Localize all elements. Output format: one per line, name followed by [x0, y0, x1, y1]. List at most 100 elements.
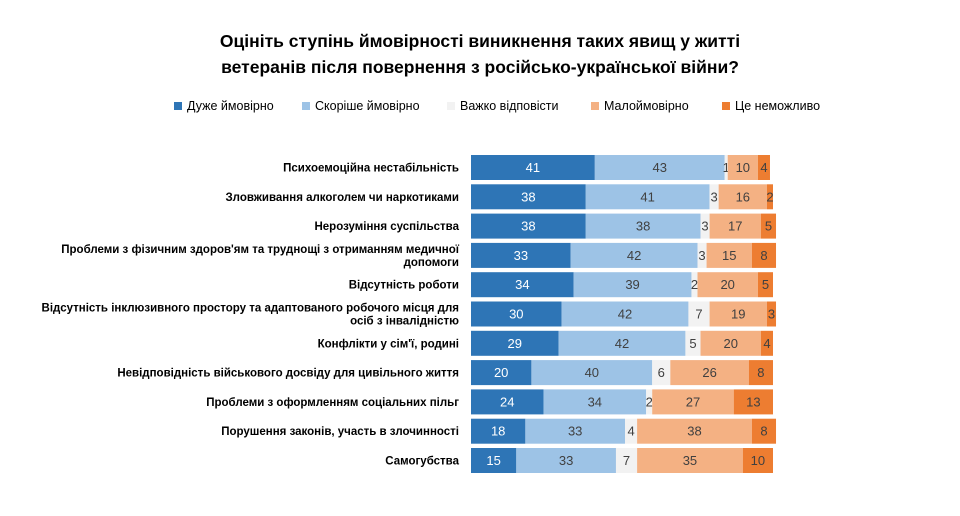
- legend-swatch-impossible: [722, 102, 730, 110]
- bar-segment-impossible: [766, 301, 777, 327]
- data-label-unlikely: 10: [736, 160, 750, 175]
- category-label-line: Зловживання алкоголем чи наркотиками: [225, 192, 459, 204]
- data-label-impossible: 4: [763, 336, 770, 351]
- bar-segment-rather-likely: [525, 418, 626, 444]
- bar-segment-hard-to-say: [646, 389, 653, 415]
- bar-segment-very-likely: [471, 272, 574, 298]
- data-label-hard-to-say: 5: [689, 336, 696, 351]
- data-label-rather-likely: 34: [588, 394, 602, 409]
- category-label-line: Відсутність інклюзивного простору та ада…: [42, 303, 459, 315]
- data-label-unlikely: 20: [720, 277, 734, 292]
- data-label-rather-likely: 39: [625, 277, 639, 292]
- bar-segment-rather-likely: [585, 184, 710, 210]
- data-label-very-likely: 38: [521, 189, 535, 204]
- legend-label-very-likely: Дуже ймовірно: [187, 99, 274, 113]
- data-label-rather-likely: 40: [585, 365, 599, 380]
- category-label: Відсутність роботи: [349, 280, 459, 292]
- data-label-rather-likely: 38: [636, 219, 650, 234]
- data-label-impossible: 4: [760, 160, 767, 175]
- data-label-rather-likely: 43: [653, 160, 667, 175]
- bar-segment-unlikely: [652, 389, 734, 415]
- category-label-line: Відсутність роботи: [349, 280, 459, 292]
- bar-segment-impossible: [757, 155, 770, 180]
- data-label-hard-to-say: 6: [658, 365, 665, 380]
- chart-title-line-1: Оцініть ступінь ймовірності виникнення т…: [219, 31, 741, 51]
- bar-segment-very-likely: [471, 155, 595, 180]
- category-label-line: Проблеми з оформленням соціальних пільг: [206, 397, 459, 409]
- bar-segment-very-likely: [471, 330, 559, 356]
- bar-segment-rather-likely: [561, 301, 689, 327]
- category-label: Зловживання алкоголем чи наркотиками: [225, 192, 459, 204]
- category-label-line: Психоемоційна нестабільність: [283, 163, 459, 175]
- category-label-line: Самогубства: [385, 456, 459, 468]
- data-label-rather-likely: 33: [568, 424, 582, 439]
- legend-item-very-likely: Дуже ймовірно: [174, 98, 274, 114]
- data-label-unlikely: 15: [722, 248, 736, 263]
- data-label-unlikely: 38: [687, 424, 701, 439]
- category-label: Порушення законів, участь в злочинності: [221, 426, 459, 438]
- bar-segment-unlikely: [697, 272, 758, 298]
- bar-segment-very-likely: [471, 389, 544, 415]
- category-label: Проблеми з оформленням соціальних пільг: [206, 397, 459, 409]
- data-label-hard-to-say: 1: [723, 160, 730, 175]
- category-label-line: Нерозуміння суспільства: [314, 221, 459, 233]
- data-label-hard-to-say: 4: [627, 424, 634, 439]
- data-label-very-likely: 33: [514, 248, 528, 263]
- category-label: Невідповідність військового досвіду для …: [117, 368, 459, 380]
- legend-label-impossible: Це неможливо: [735, 99, 821, 113]
- category-label: Самогубства: [385, 456, 459, 468]
- data-label-unlikely: 27: [686, 394, 700, 409]
- data-label-impossible: 8: [760, 424, 767, 439]
- bar-segment-impossible: [748, 360, 773, 386]
- category-label: Конфлікти у сім'ї, родині: [318, 338, 459, 350]
- bar-segment-very-likely: [471, 184, 586, 210]
- bar-segment-very-likely: [471, 448, 517, 473]
- legend-item-hard-to-say: Важко відповісти: [447, 98, 559, 114]
- legend-swatch-very-likely: [174, 102, 182, 110]
- bar-segment-impossible: [766, 184, 773, 210]
- data-label-rather-likely: 42: [627, 248, 641, 263]
- data-label-impossible: 13: [746, 394, 760, 409]
- bar-segment-very-likely: [471, 418, 526, 444]
- bar-segment-rather-likely: [570, 242, 698, 268]
- data-label-very-likely: 38: [521, 219, 535, 234]
- legend-swatch-rather-likely: [302, 102, 310, 110]
- data-label-hard-to-say: 3: [701, 219, 708, 234]
- data-label-very-likely: 34: [515, 277, 529, 292]
- data-label-impossible: 2: [766, 189, 773, 204]
- legend-item-unlikely: Малоймовірно: [591, 98, 689, 114]
- category-label-line: допомоги: [404, 257, 459, 269]
- data-label-impossible: 3: [768, 307, 775, 322]
- bar-segment-very-likely: [471, 242, 571, 268]
- data-label-unlikely: 17: [728, 219, 742, 234]
- legend-item-impossible: Це неможливо: [722, 98, 820, 114]
- data-label-unlikely: 16: [736, 189, 750, 204]
- data-label-hard-to-say: 7: [695, 307, 702, 322]
- bar-segment-unlikely: [670, 360, 749, 386]
- data-label-very-likely: 30: [509, 307, 523, 322]
- bar-segment-hard-to-say: [688, 301, 710, 327]
- data-label-hard-to-say: 7: [623, 453, 630, 468]
- bar-segment-rather-likely: [531, 360, 653, 386]
- legend-swatch-hard-to-say: [447, 102, 455, 110]
- data-label-unlikely: 35: [683, 453, 697, 468]
- bar-segment-unlikely: [709, 213, 761, 239]
- bar-segment-rather-likely: [516, 448, 616, 473]
- data-label-unlikely: 26: [702, 365, 716, 380]
- data-label-very-likely: 18: [491, 424, 505, 439]
- data-label-very-likely: 41: [526, 160, 540, 175]
- data-label-impossible: 5: [762, 277, 769, 292]
- category-label-line: Невідповідність військового досвіду для …: [117, 368, 459, 380]
- bar-segment-impossible: [751, 242, 777, 268]
- chart-title: Оцініть ступінь ймовірності виникнення т…: [0, 28, 960, 80]
- data-label-rather-likely: 42: [618, 307, 632, 322]
- bar-segment-unlikely: [700, 330, 761, 356]
- category-label: Психоемоційна нестабільність: [283, 163, 459, 175]
- category-label: Нерозуміння суспільства: [314, 221, 459, 233]
- data-label-impossible: 8: [760, 248, 767, 263]
- bar-segment-very-likely: [471, 213, 586, 239]
- data-label-very-likely: 24: [500, 394, 514, 409]
- legend-label-hard-to-say: Важко відповісти: [460, 99, 559, 113]
- bar-segment-rather-likely: [594, 155, 725, 180]
- bar-segment-rather-likely: [573, 272, 692, 298]
